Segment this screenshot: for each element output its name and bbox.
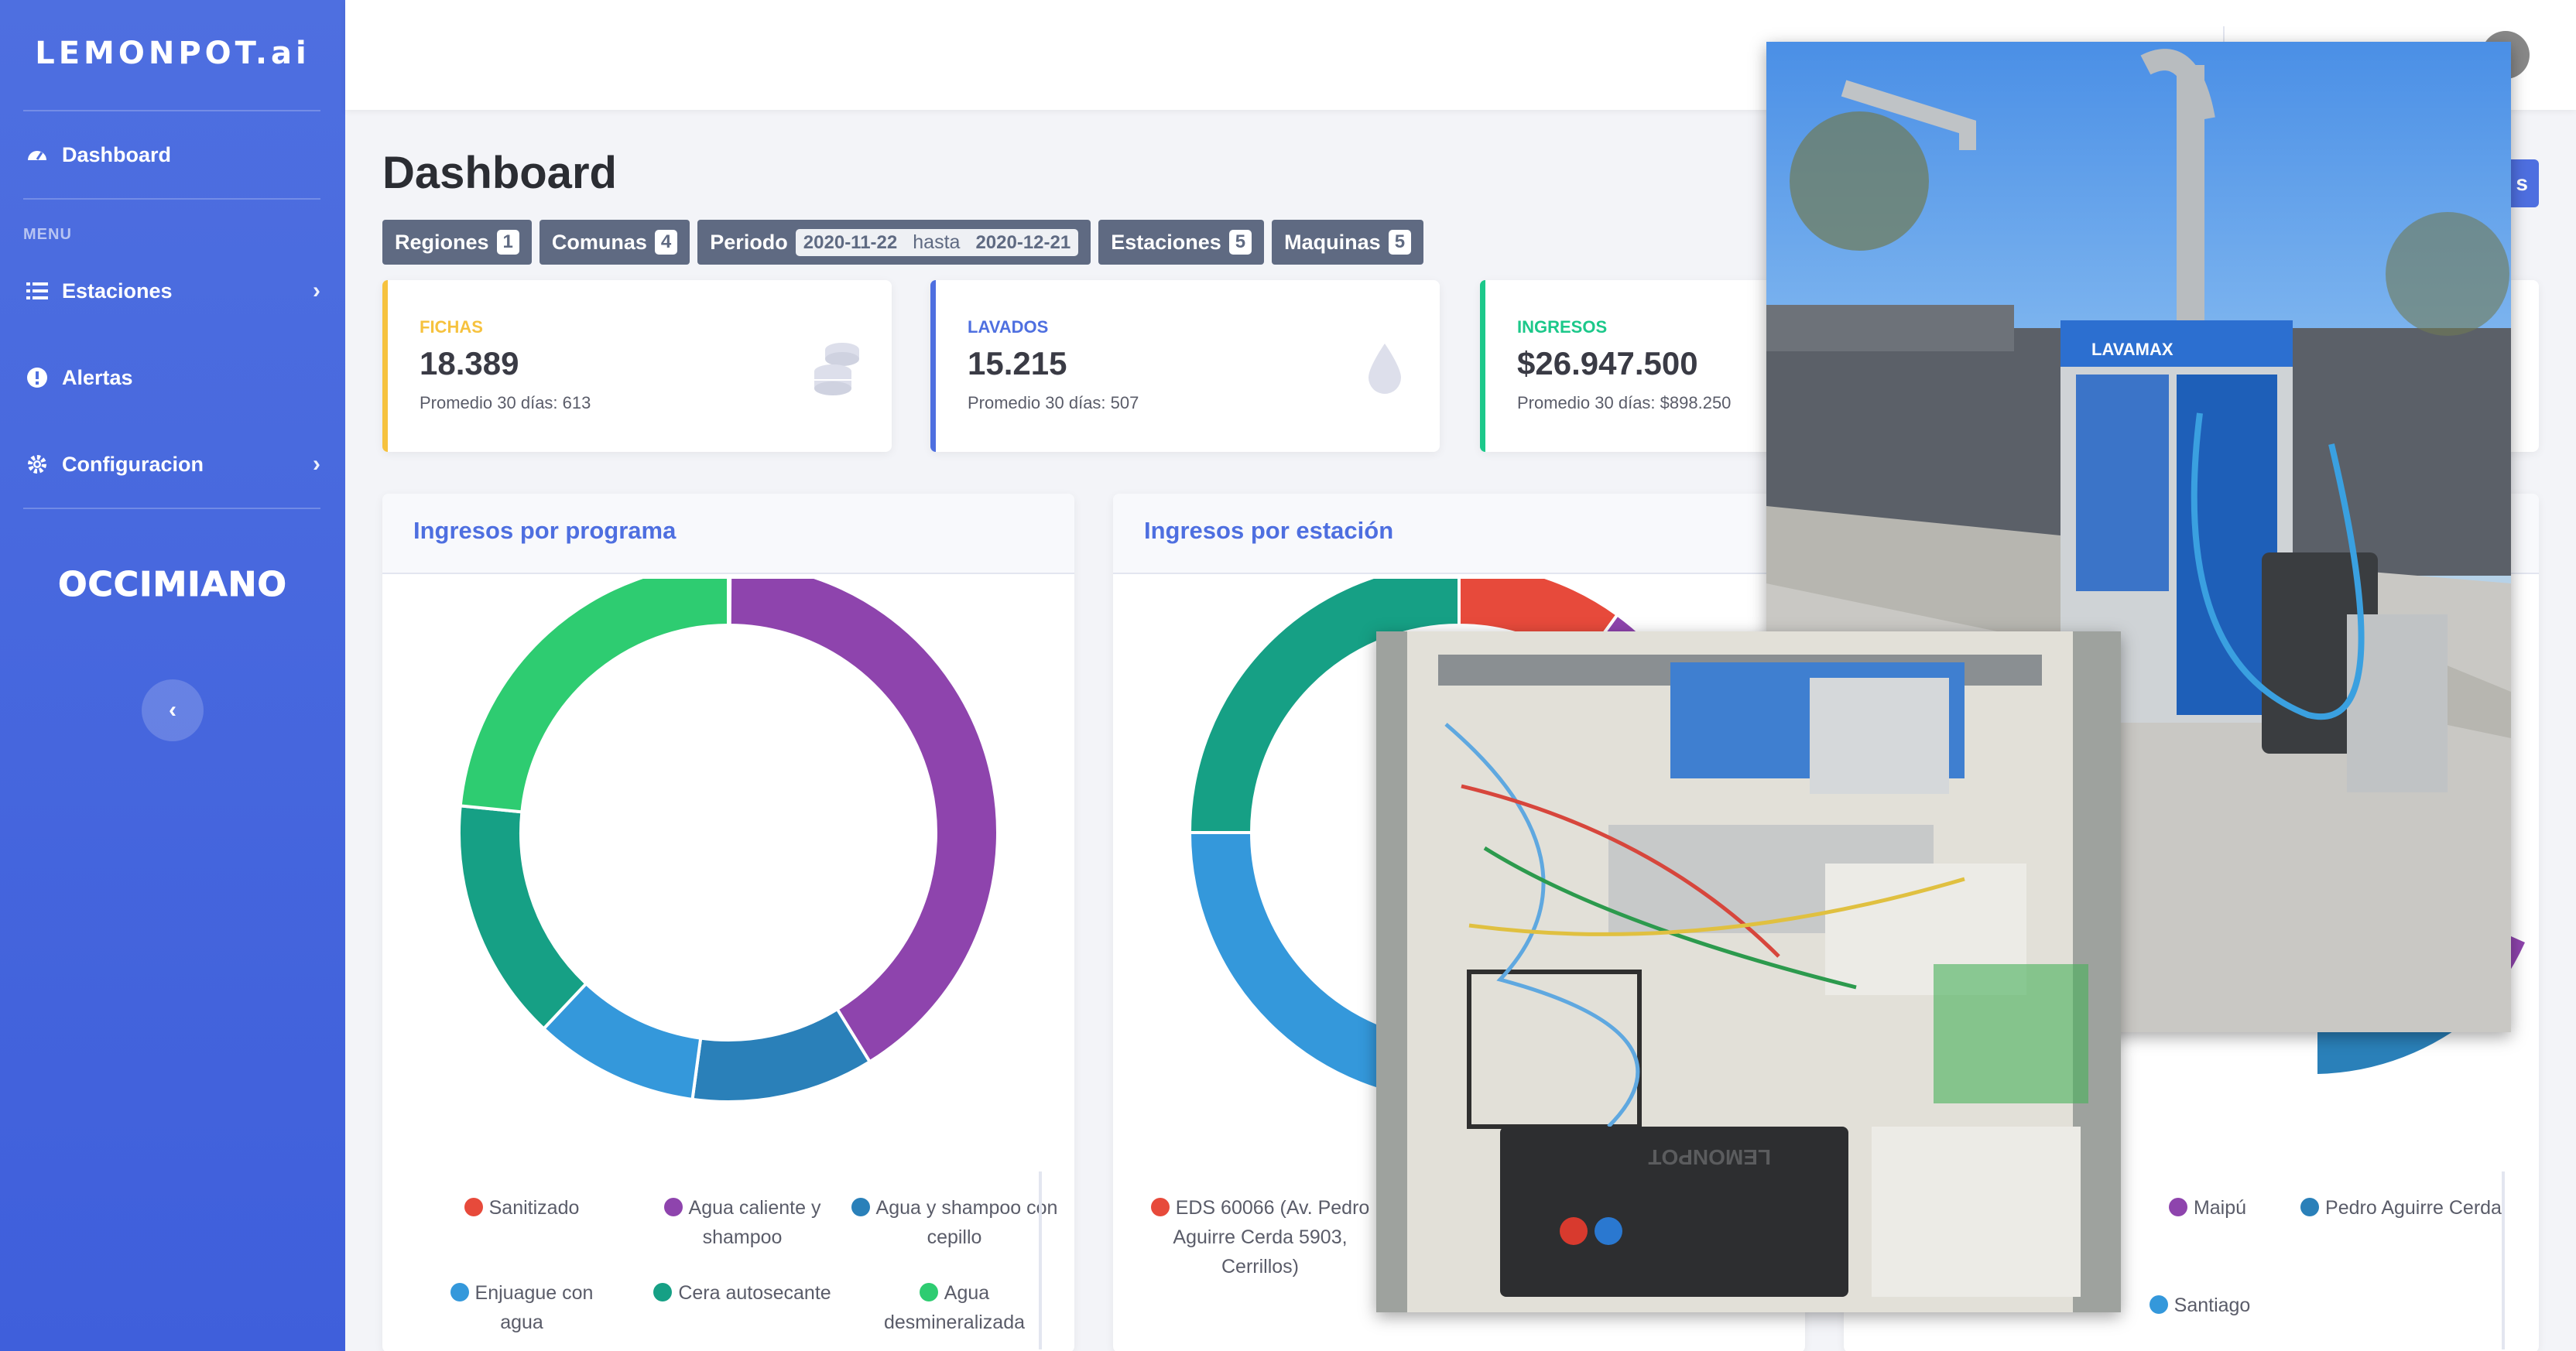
donut-segment[interactable] — [457, 804, 589, 1031]
count-badge: 5 — [1388, 230, 1412, 255]
donut-segment[interactable] — [728, 579, 999, 1064]
legend-item[interactable]: Agua desmineralizada — [883, 1282, 1026, 1333]
date-to: 2020-12-21 — [975, 231, 1071, 253]
filter-maquinas[interactable]: Maquinas 5 — [1272, 220, 1424, 265]
legend-swatch — [2149, 1295, 2168, 1314]
sidebar-item-label: Dashboard — [62, 142, 172, 166]
chart-card-programa: Ingresos por programa Sanitizado Agua ca… — [382, 494, 1074, 1351]
station-sign: LAVAMAX — [2091, 340, 2174, 359]
legend-item[interactable]: Maipú — [2107, 1193, 2308, 1223]
legend-swatch — [2300, 1198, 2320, 1216]
legend-swatch — [663, 1198, 683, 1216]
chart-title: Ingresos por programa — [413, 517, 677, 544]
legend-item[interactable]: Agua caliente y shampoo — [638, 1193, 847, 1252]
sidebar-item-label: Estaciones — [62, 279, 173, 303]
legend-scrollbar[interactable] — [2502, 1171, 2505, 1349]
sidebar-item-alertas[interactable]: Alertas — [23, 354, 320, 401]
chart-title: Ingresos por estación — [1144, 517, 1394, 544]
date-range: 2020-11-22 hasta 2020-12-21 — [795, 228, 1079, 256]
count-badge: 4 — [654, 230, 678, 255]
legend-swatch — [464, 1198, 483, 1216]
donut-chart-programa — [457, 579, 999, 1103]
legend-scrollbar[interactable] — [1039, 1171, 1042, 1349]
legend-item[interactable]: EDS 60066 (Av. Pedro Aguirre Cerda 5903,… — [1144, 1193, 1376, 1281]
count-badge: 5 — [1228, 230, 1252, 255]
legend-item[interactable]: Enjuague con agua — [429, 1278, 615, 1337]
stat-label: INGRESOS — [1517, 317, 1608, 337]
card-accent — [1480, 280, 1485, 452]
stat-card-fichas: FICHAS 18.389 Promedio 30 días: 613 — [382, 280, 892, 452]
filter-periodo[interactable]: Periodo 2020-11-22 hasta 2020-12-21 — [697, 220, 1091, 265]
legend-item[interactable]: Agua y shampoo con cepillo — [850, 1193, 1059, 1252]
legend-swatch — [450, 1283, 469, 1301]
sidebar-item-configuracion[interactable]: Configuracion › — [23, 441, 320, 487]
card-header — [1113, 494, 1805, 574]
stat-card-lavados: LAVADOS 15.215 Promedio 30 días: 507 — [930, 280, 1440, 452]
sidebar-item-estaciones[interactable]: Estaciones › — [23, 268, 320, 314]
date-separator: hasta — [913, 231, 961, 253]
chevron-right-icon: › — [313, 451, 320, 477]
filter-estaciones[interactable]: Estaciones 5 — [1098, 220, 1265, 265]
sidebar-divider — [23, 198, 320, 200]
sidebar-divider — [23, 508, 320, 509]
sidebar-heading: MENU — [23, 226, 72, 243]
donut-segment[interactable] — [690, 1007, 872, 1103]
water-drop-icon — [1368, 344, 1401, 394]
stat-average: Promedio 30 días: 613 — [420, 393, 591, 412]
donut-segment[interactable] — [458, 579, 730, 814]
sidebar-toggle-button[interactable]: ‹ — [142, 679, 204, 741]
page-title: Dashboard — [382, 148, 617, 198]
legend-swatch — [851, 1198, 870, 1216]
card-accent — [382, 280, 388, 452]
filter-comunas[interactable]: Comunas 4 — [539, 220, 690, 265]
sidebar-item-label: Configuracion — [62, 452, 204, 476]
legend-item[interactable]: Cera autosecante — [638, 1278, 847, 1308]
list-icon — [23, 277, 51, 305]
stat-label: FICHAS — [420, 317, 483, 337]
control-panel-photo: LEMONPOT — [1376, 631, 2121, 1312]
sidebar: LEMONPOT.ai Dashboard MENU Estaciones › … — [0, 0, 345, 1351]
stat-value: 15.215 — [968, 345, 1067, 381]
stat-average: Promedio 30 días: 507 — [968, 393, 1139, 412]
donut-segment[interactable] — [1187, 579, 1461, 834]
stat-value: 18.389 — [420, 345, 519, 381]
sidebar-divider — [23, 110, 320, 111]
partner-logo: OCCIMIANO — [58, 565, 287, 605]
card-header — [382, 494, 1074, 574]
stat-label: LAVADOS — [968, 317, 1049, 337]
legend-item[interactable]: Santiago — [2122, 1291, 2277, 1320]
tachometer-icon — [23, 141, 51, 169]
legend-item[interactable]: Pedro Aguirre Cerda — [2300, 1193, 2502, 1223]
legend-swatch — [2168, 1198, 2187, 1216]
card-accent — [930, 280, 936, 452]
filter-regiones[interactable]: Regiones 1 — [382, 220, 532, 265]
stat-average: Promedio 30 días: $898.250 — [1517, 393, 1732, 412]
legend-swatch — [653, 1283, 673, 1301]
stat-value: $26.947.500 — [1517, 345, 1698, 381]
legend-swatch — [1150, 1198, 1170, 1216]
chevron-right-icon: › — [313, 278, 320, 303]
device-label: LEMONPOT — [1648, 1145, 1771, 1169]
sidebar-item-label: Alertas — [62, 365, 133, 389]
coins-icon — [814, 343, 859, 395]
alert-circle-icon — [23, 364, 51, 392]
gear-icon — [23, 450, 51, 478]
date-from: 2020-11-22 — [803, 231, 898, 253]
legend-item[interactable]: Sanitizado — [429, 1193, 615, 1223]
brand-logo[interactable]: LEMONPOT.ai — [35, 36, 310, 71]
count-badge: 1 — [496, 230, 519, 255]
filter-bar: Regiones 1 Comunas 4 Periodo 2020-11-22 … — [382, 220, 1424, 265]
sidebar-item-dashboard[interactable]: Dashboard — [23, 132, 320, 178]
chevron-left-icon: ‹ — [169, 697, 176, 723]
legend-swatch — [919, 1283, 938, 1301]
